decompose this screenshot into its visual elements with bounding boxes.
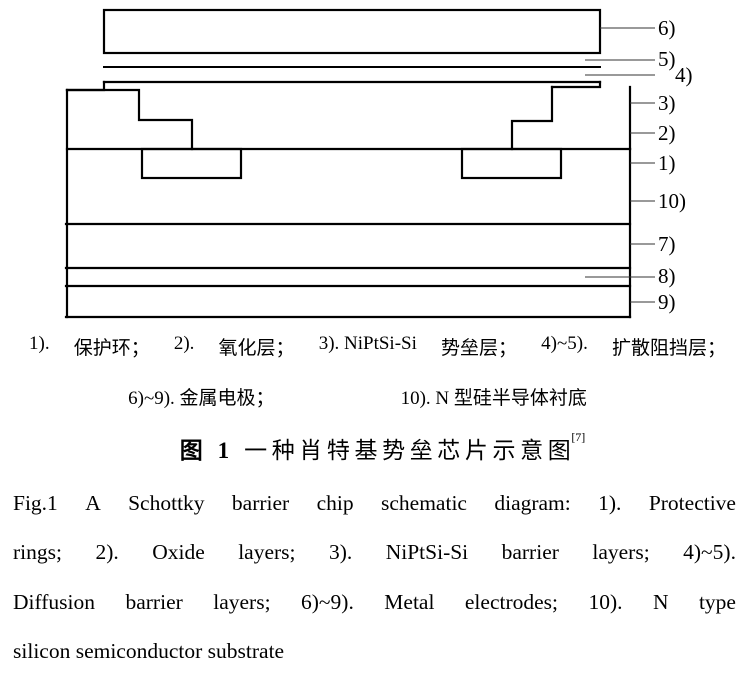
svg-text:2): 2) <box>658 121 676 145</box>
svg-text:3): 3) <box>658 91 676 115</box>
svg-text:5): 5) <box>658 47 676 71</box>
svg-text:7): 7) <box>658 232 676 256</box>
svg-text:10): 10) <box>658 189 686 213</box>
svg-text:8): 8) <box>658 264 676 288</box>
svg-text:4): 4) <box>675 63 693 87</box>
svg-text:9): 9) <box>658 290 676 314</box>
svg-text:1): 1) <box>658 151 676 175</box>
svg-text:6): 6) <box>658 16 676 40</box>
